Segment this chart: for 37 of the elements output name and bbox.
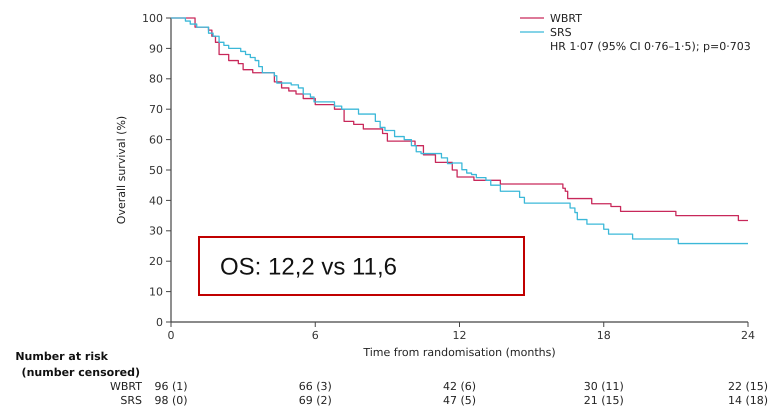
y-tick-label: 70 (149, 103, 163, 116)
x-tick-label: 12 (452, 329, 466, 342)
text: (number censored) (22, 366, 140, 379)
text: 69 (2) (298, 394, 332, 407)
x-tick-label: 24 (741, 329, 755, 342)
text: WBRT (110, 380, 142, 393)
x-tick-label: 0 (168, 329, 174, 342)
y-tick-label: 60 (149, 133, 163, 146)
x-tick-label: 18 (596, 329, 611, 342)
y-tick-label: 30 (149, 224, 163, 238)
legend-label: WBRT (550, 12, 582, 25)
annotation: OS: 12,2 vs 11,6 (220, 253, 397, 280)
y-axis-title: Overall survival (%) (115, 116, 128, 224)
text: SRS (120, 394, 142, 407)
text: 98 (0) (154, 394, 188, 407)
annotation: HR 1·07 (95% CI 0·76–1·5); p=0·703 (550, 40, 751, 53)
text: 14 (18) (728, 394, 768, 407)
text: Number at risk (15, 350, 109, 363)
y-tick-label: 80 (149, 72, 163, 86)
y-tick-label: 0 (156, 316, 163, 329)
y-tick-label: 50 (149, 164, 163, 177)
text: 21 (15) (584, 394, 624, 407)
x-tick-label: 6 (312, 329, 319, 342)
text-frame: OS: 12,2 vs 11,6 (198, 236, 525, 296)
y-tick-label: 10 (149, 285, 163, 298)
y-tick-label: 40 (149, 194, 163, 208)
legend-label: SRS (550, 26, 572, 39)
y-tick-label: 20 (149, 255, 163, 268)
text: 22 (15) (728, 380, 768, 393)
y-tick-label: 100 (142, 12, 163, 25)
text: 47 (5) (442, 394, 476, 407)
text: 42 (6) (442, 380, 476, 393)
y-tick-label: 90 (149, 42, 163, 56)
text: 30 (11) (584, 380, 624, 393)
text: 66 (3) (298, 380, 332, 393)
text: 96 (1) (154, 380, 188, 393)
x-axis-title: Time from randomisation (months) (362, 346, 556, 359)
